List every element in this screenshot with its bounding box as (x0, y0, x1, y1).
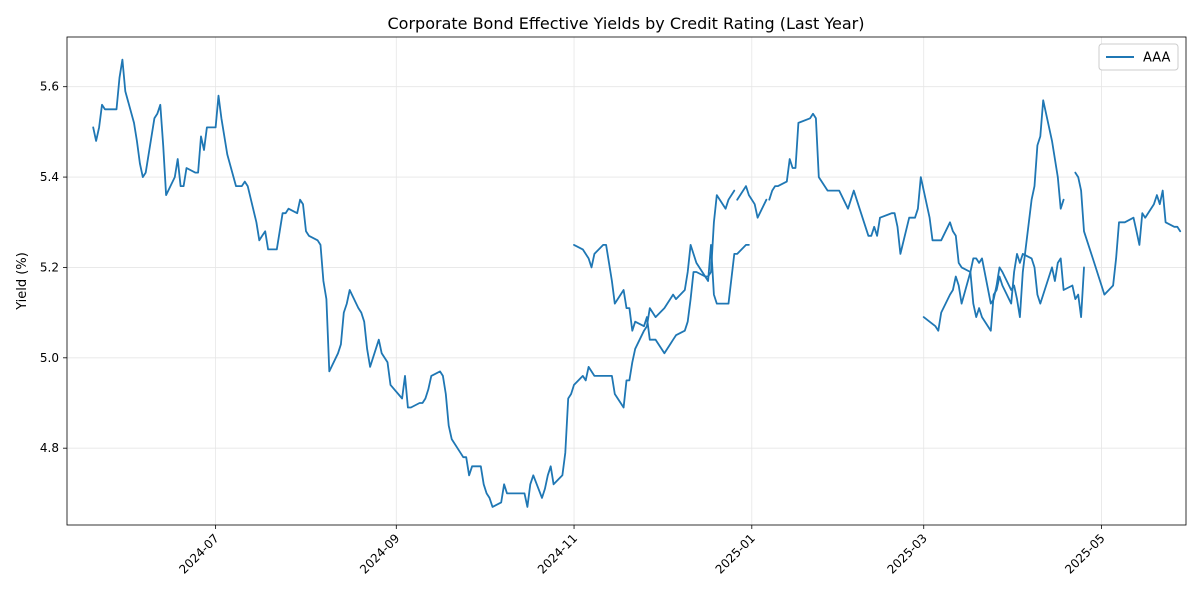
axes-frame (66, 36, 1187, 526)
legend: AAA (1098, 43, 1179, 71)
axes (66, 36, 1187, 526)
series-aaa (92, 58, 1182, 508)
legend-label-aaa: AAA (1143, 51, 1171, 66)
y-tick-label: 5.4 (40, 170, 59, 184)
series-line-segment (736, 185, 768, 219)
series-line-segment (922, 99, 1065, 332)
legend-box (1098, 43, 1179, 71)
series-layer (92, 58, 1182, 508)
series-line-segment (1074, 171, 1182, 296)
chart-title: Corporate Bond Effective Yields by Credi… (388, 14, 865, 33)
y-tick-label: 5.2 (40, 260, 59, 274)
y-tick-label: 5.0 (40, 351, 59, 365)
y-axis-title: Yield (%) (15, 252, 30, 311)
series-line-segment (92, 58, 750, 508)
y-axis: 4.8 5.0 5.2 5.4 5.6 (40, 80, 67, 455)
series-line-segment (573, 189, 736, 355)
y-tick-label: 5.6 (40, 80, 59, 94)
series-line-segment (768, 112, 1085, 332)
y-tick-label: 4.8 (40, 441, 59, 455)
